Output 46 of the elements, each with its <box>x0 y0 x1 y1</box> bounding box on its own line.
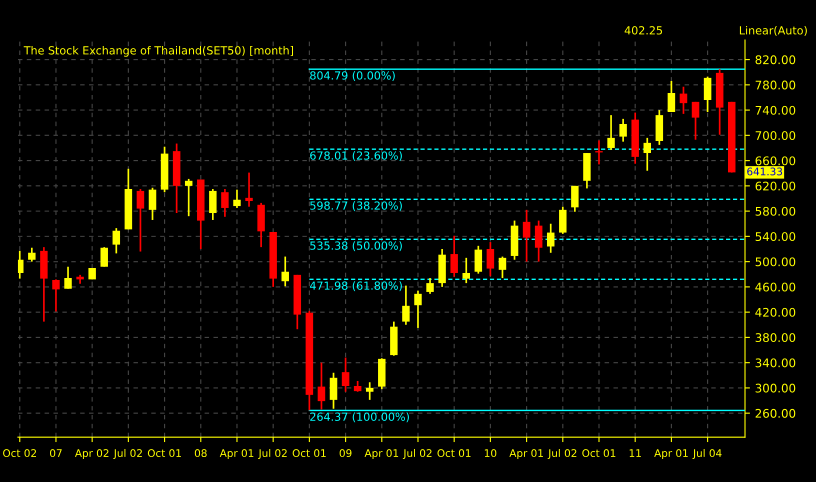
x-tick-label: Apr 01 <box>654 449 688 460</box>
ref-line-label: 598.77 (38.20%) <box>310 201 402 212</box>
y-tick-label: 700.00 <box>756 131 796 140</box>
x-tick-label: Apr 01 <box>509 449 543 460</box>
x-tick-label: Oct 01 <box>437 449 471 458</box>
x-tick-label: 08 <box>194 449 207 458</box>
x-tick-label: Apr 02 <box>74 449 108 460</box>
y-tick-label: 380.00 <box>756 333 796 342</box>
x-tick-label: 09 <box>340 449 352 458</box>
text: 641.33 <box>747 168 782 176</box>
x-tick-label: Jul 02 <box>548 448 576 459</box>
x-tick-label: Apr 01 <box>364 449 398 460</box>
text: The Stock Exchange of Thailand(SET50) [month] <box>24 46 294 57</box>
y-tick-label: 420.00 <box>755 308 796 317</box>
ref-line-label: 535.38 (50.00%) <box>310 241 402 252</box>
x-tick-label: Jul 02 <box>402 448 432 459</box>
x-tick-label: Oct 01 <box>148 449 181 458</box>
x-tick-label: Jul 02 <box>258 448 287 459</box>
x-tick-label: Oct 02 <box>3 449 36 458</box>
y-tick-label: 580.00 <box>756 206 796 216</box>
y-tick-label: 340.00 <box>756 358 796 368</box>
y-tick-label: 740.00 <box>756 106 796 115</box>
text: Linear(Auto) <box>740 26 807 36</box>
x-tick-label: Jul 04 <box>692 448 722 459</box>
x-tick-label: Oct 01 <box>292 449 326 458</box>
y-tick-label: 260.00 <box>756 408 796 418</box>
y-tick-label: 660.00 <box>756 156 796 166</box>
x-tick-label: Apr 01 <box>220 449 254 460</box>
y-tick-label: 300.00 <box>756 384 796 393</box>
y-tick-label: 500.00 <box>756 257 796 266</box>
y-tick-label: 820.00 <box>756 55 796 64</box>
ref-line-label: 264.37 (100.00%) <box>310 412 409 422</box>
y-tick-label: 620.00 <box>756 182 796 191</box>
x-tick-label: 07 <box>50 449 62 458</box>
ref-line-label: 804.79 (0.00%) <box>310 71 395 81</box>
x-tick-label: 10 <box>484 449 496 458</box>
ref-line-label: 678.01 (23.60%) <box>310 151 402 162</box>
x-tick-label: Jul 02 <box>113 448 142 459</box>
y-tick-label: 540.00 <box>756 232 796 242</box>
x-tick-label: 11 <box>630 449 641 457</box>
y-tick-label: 460.00 <box>755 282 796 292</box>
text: 402.25 <box>624 26 662 35</box>
x-tick-label: Oct 01 <box>582 449 616 458</box>
y-tick-label: 780.00 <box>756 80 796 90</box>
ref-line-label: 471.98 (61.80%) <box>310 281 402 292</box>
candlestick <box>88 267 96 280</box>
